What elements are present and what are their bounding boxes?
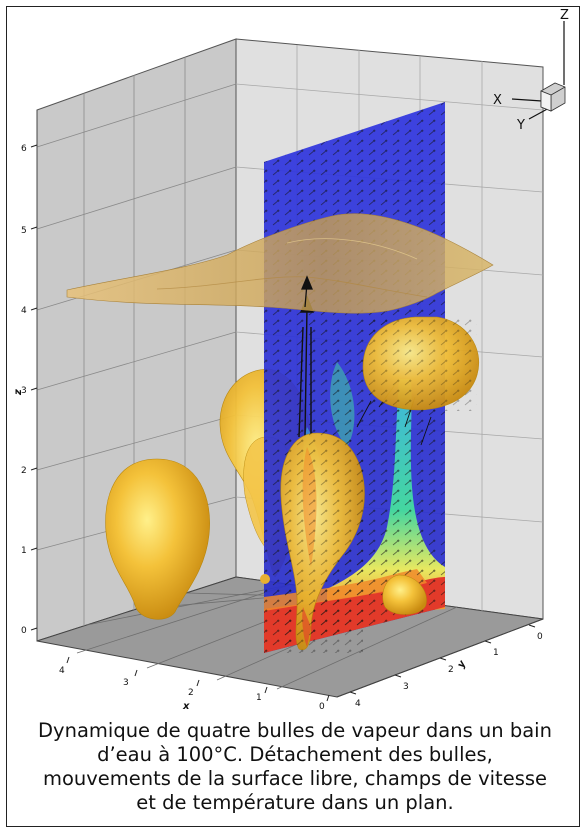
z-tick-label: 5 <box>21 226 27 236</box>
caption-line: mouvements de la surface libre, champs d… <box>42 767 548 790</box>
x-axis-label: x <box>182 701 190 712</box>
y-tick-label: 2 <box>448 665 454 675</box>
axis-triad: Z X Y <box>493 8 569 133</box>
caption-line: et de température dans un plan. <box>136 791 454 814</box>
vapor-bubble <box>105 458 210 620</box>
z-tick-label: 4 <box>21 306 27 316</box>
z-tick-label: 1 <box>21 546 27 556</box>
vapor-bubble <box>382 574 427 615</box>
x-tick-label: 1 <box>256 693 262 703</box>
figure-frame: 0 1 2 3 4 5 6 z 4 3 2 1 0 x <box>6 6 580 827</box>
x-axis: 4 3 2 1 0 x <box>59 656 330 712</box>
y-tick-label: 4 <box>355 699 361 709</box>
caption-line: Dynamique de quatre bulles de vapeur dan… <box>38 719 552 742</box>
y-axis: 0 1 2 3 4 y <box>336 618 544 709</box>
figure-caption: Dynamique de quatre bulles de vapeur dan… <box>15 719 575 815</box>
y-tick-label: 1 <box>493 648 499 658</box>
y-tick-label: 0 <box>537 632 543 642</box>
y-tick-label: 3 <box>403 682 409 692</box>
z-tick-label: 0 <box>21 626 27 636</box>
z-tick-label: 2 <box>21 466 27 476</box>
bubble-simulation-figure: 0 1 2 3 4 5 6 z 4 3 2 1 0 x <box>13 8 569 712</box>
x-tick-label: 2 <box>188 688 194 698</box>
x-tick-label: 4 <box>59 666 65 676</box>
triad-z-label: Z <box>560 8 569 23</box>
caption-line: d’eau à 100°C. Détachement des bulles, <box>97 743 493 766</box>
triad-x-label: X <box>493 93 502 108</box>
z-tick-label: 6 <box>21 144 27 154</box>
y-axis-label: y <box>456 658 469 670</box>
x-tick-label: 0 <box>319 702 325 712</box>
x-tick-label: 3 <box>123 678 129 688</box>
z-axis-label: z <box>13 389 24 396</box>
z-axis: 0 1 2 3 4 5 6 z <box>13 144 38 636</box>
triad-y-label: Y <box>516 118 525 133</box>
z-tick-label: 3 <box>21 386 27 396</box>
